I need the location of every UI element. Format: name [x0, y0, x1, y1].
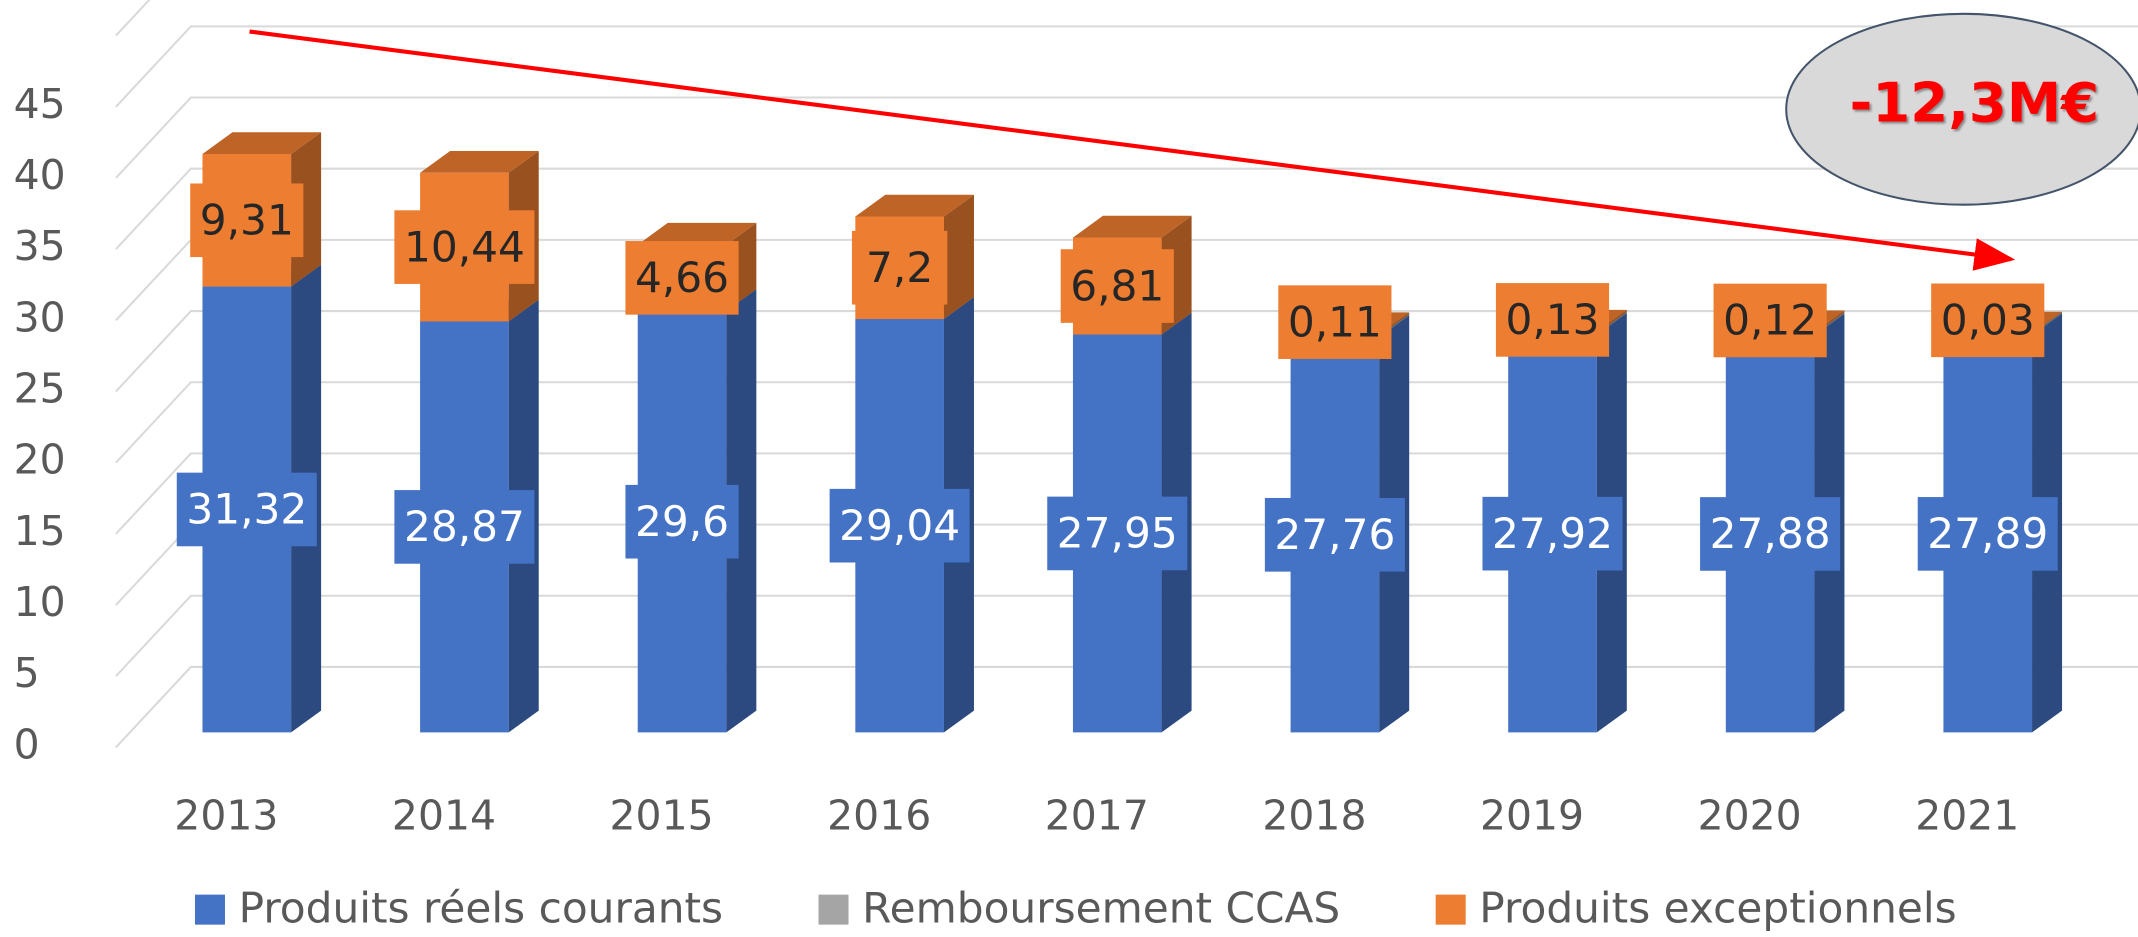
y-tick-label: 10: [14, 578, 66, 626]
data-label: 31,32: [186, 485, 307, 534]
y-tick-label: 0: [14, 720, 40, 768]
data-label: 27,76: [1274, 510, 1395, 559]
x-tick-label: 2017: [1045, 791, 1149, 839]
data-label: 29,04: [839, 501, 960, 550]
axis-top-line: [116, 0, 2138, 36]
y-tick-label: 45: [14, 80, 66, 128]
x-tick-label: 2018: [1262, 791, 1366, 839]
y-tick-label: 5: [14, 649, 40, 697]
legend-label: Produits exceptionnels: [1479, 884, 1956, 933]
data-label: 27,89: [1927, 509, 2048, 558]
legend-label: Produits réels courants: [239, 884, 723, 933]
data-label: 10,44: [404, 222, 525, 271]
data-label: 27,88: [1710, 509, 1831, 558]
data-label: 7,2: [866, 243, 933, 292]
x-tick-label: 2020: [1698, 791, 1802, 839]
x-tick-label: 2014: [392, 791, 496, 839]
legend-swatch: [195, 895, 225, 925]
y-tick-label: 35: [14, 222, 66, 270]
x-tick-label: 2021: [1915, 791, 2019, 839]
data-label: 29,6: [635, 497, 729, 546]
data-label: 6,81: [1070, 261, 1164, 310]
x-tick-label: 2019: [1480, 791, 1584, 839]
data-label: 0,03: [1941, 296, 2035, 345]
x-tick-label: 2015: [610, 791, 714, 839]
data-label: 0,13: [1505, 295, 1599, 344]
data-label: 28,87: [404, 502, 525, 551]
y-tick-label: 30: [14, 293, 66, 341]
data-label: 27,95: [1057, 509, 1178, 558]
bar-side: [944, 195, 974, 319]
x-tick-label: 2013: [174, 791, 278, 839]
data-label: 27,92: [1492, 509, 1613, 558]
y-tick-label: 20: [14, 436, 66, 484]
y-tick-label: 15: [14, 507, 66, 555]
y-tick-label: 40: [14, 151, 66, 199]
data-label: 9,31: [200, 196, 294, 245]
y-tick-label: 25: [14, 365, 66, 413]
x-tick-label: 2016: [827, 791, 931, 839]
data-label: 0,11: [1288, 297, 1382, 346]
data-label: 0,12: [1723, 296, 1817, 345]
annotation: -12,3M€: [1850, 71, 2099, 135]
legend-swatch: [819, 895, 849, 925]
legend-label: Remboursement CCAS: [862, 884, 1340, 933]
data-label: 4,66: [635, 253, 729, 302]
legend-swatch: [1436, 895, 1466, 925]
